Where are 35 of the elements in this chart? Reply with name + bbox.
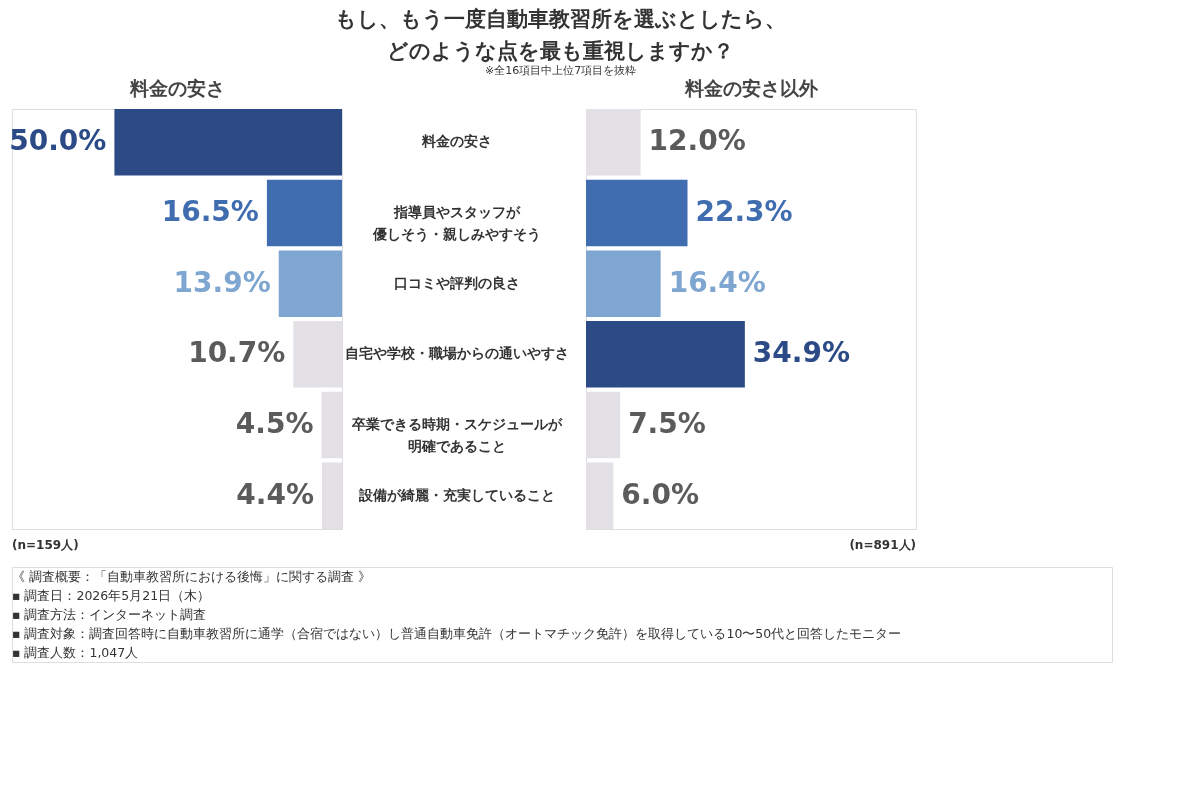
text: ▪ 調査方法：インターネット調査 [12, 606, 207, 622]
y-tick-label: 口コミや評判の良さ [393, 274, 520, 291]
text: ▪ 調査日：2026年5月21日（木） [12, 587, 211, 603]
data-label: 13.9% [173, 265, 271, 299]
data-label: 34.9% [752, 336, 850, 370]
text: もし、もう一度自動車教習所を選ぶとしたら、どのような点を最も重視しますか？ [335, 6, 787, 63]
y-tick-label: 自宅や学校・職場からの通いやすさ [344, 345, 569, 362]
y-tick-label: 料金の安さ [420, 133, 492, 150]
bar [266, 179, 342, 247]
data-label: 4.5% [235, 407, 314, 441]
text: ※全16項目中上位7項目を抜粋 [485, 63, 637, 77]
y-tick-label: 設備が綺麗・充実していること [357, 486, 555, 503]
chart-title: 料金の安さ以外 [683, 77, 819, 99]
data-label: 50.0% [9, 124, 107, 158]
text: ▪ 調査対象：調査回答時に自動車教習所に通学（合宿ではない）し普通自動車免許（オートマチック免許）を取得している10〜50代と回答したモニター [12, 625, 902, 641]
data-label: 4.4% [236, 477, 314, 511]
data-label: 16.5% [161, 194, 259, 228]
y-tick-label: 指導員やスタッフが優しそう・親しみやすそう [371, 203, 541, 243]
data-label: 16.4% [668, 265, 766, 299]
data-label: 22.3% [695, 194, 793, 228]
text: (n=891人) [849, 538, 916, 552]
bar [278, 250, 342, 317]
data-label: 12.0% [648, 124, 746, 158]
bar [586, 321, 745, 388]
y-tick-label: 卒業できる時期・スケジュールが明確であること [350, 416, 563, 455]
data-label: 10.7% [188, 336, 286, 370]
text: ▪ 調査人数：1,047人 [12, 644, 139, 660]
chart-title: 料金の安さ [128, 77, 225, 99]
text: (n=159人) [12, 538, 79, 552]
bar [586, 179, 688, 247]
bar [586, 250, 661, 317]
data-label: 7.5% [628, 407, 706, 441]
text: 《 調査概要：「自動車教習所における後悔」に関する調査 》 [12, 568, 371, 584]
data-label: 6.0% [621, 477, 699, 511]
bar [114, 109, 342, 176]
